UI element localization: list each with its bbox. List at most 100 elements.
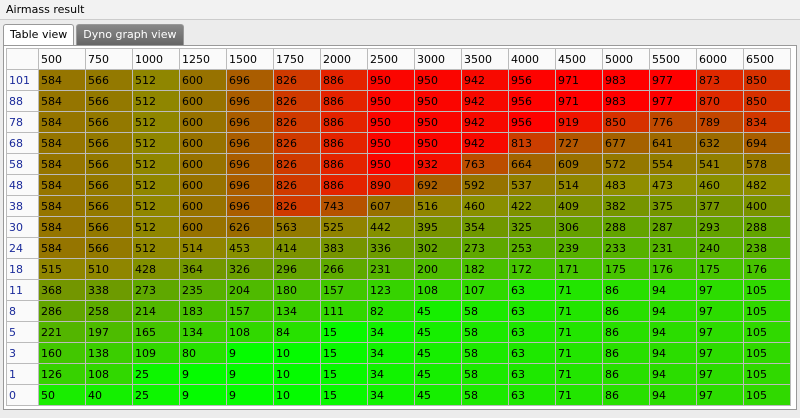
value-cell: 460 [696,174,744,196]
value-cell: 826 [273,153,321,175]
value-cell: 180 [273,279,321,301]
value-cell: 584 [38,69,86,91]
value-cell: 512 [132,69,180,91]
value-cell: 176 [649,258,697,280]
value-cell: 641 [649,132,697,154]
value-cell: 10 [273,342,321,364]
value-cell: 296 [273,258,321,280]
value-cell: 338 [85,279,133,301]
value-cell: 15 [320,363,368,385]
value-cell: 572 [602,153,650,175]
value-cell: 9 [179,384,227,406]
value-cell: 956 [508,69,556,91]
value-cell: 10 [273,384,321,406]
value-cell: 9 [226,363,274,385]
value-cell: 204 [226,279,274,301]
value-cell: 10 [273,363,321,385]
row-header: 24 [6,237,39,259]
value-cell: 286 [38,300,86,322]
table-row: 1 126 108 25 9 9 10 15 34 45 58 63 71 86 94 97 105 [6,363,791,385]
value-cell: 253 [508,237,556,259]
value-cell: 514 [179,237,227,259]
value-cell: 108 [85,363,133,385]
value-cell: 176 [743,258,791,280]
value-cell: 600 [179,195,227,217]
value-cell: 886 [320,132,368,154]
value-cell: 58 [461,321,509,343]
row-header: 38 [6,195,39,217]
corner-cell [6,48,39,70]
value-cell: 942 [461,69,509,91]
value-cell: 86 [602,384,650,406]
value-cell: 375 [649,195,697,217]
value-cell: 600 [179,90,227,112]
value-cell: 566 [85,195,133,217]
value-cell: 826 [273,111,321,133]
value-cell: 293 [696,216,744,238]
value-cell: 395 [414,216,462,238]
row-header: 8 [6,300,39,322]
value-cell: 58 [461,384,509,406]
column-header: 4500 [555,48,603,70]
value-cell: 525 [320,216,368,238]
value-cell: 288 [602,216,650,238]
value-cell: 63 [508,279,556,301]
value-cell: 273 [132,279,180,301]
value-cell: 105 [743,321,791,343]
table-row: 3 160 138 109 80 9 10 15 34 45 58 63 71 86 94 97 105 [6,342,791,364]
row-header: 1 [6,363,39,385]
value-cell: 442 [367,216,415,238]
value-cell: 84 [273,321,321,343]
value-cell: 45 [414,384,462,406]
column-header: 6500 [743,48,791,70]
value-cell: 288 [743,216,791,238]
value-cell: 600 [179,132,227,154]
value-cell: 422 [508,195,556,217]
value-cell: 512 [132,111,180,133]
column-header: 1750 [273,48,321,70]
value-cell: 414 [273,237,321,259]
value-cell: 336 [367,237,415,259]
value-cell: 86 [602,321,650,343]
value-cell: 240 [696,237,744,259]
value-cell: 34 [367,384,415,406]
column-header: 3000 [414,48,462,70]
value-cell: 123 [367,279,415,301]
column-header: 1250 [179,48,227,70]
tab[interactable]: Dyno graph view [76,24,184,45]
value-cell: 94 [649,300,697,322]
tab[interactable]: Table view [3,24,75,45]
value-cell: 34 [367,363,415,385]
value-cell: 221 [38,321,86,343]
value-cell: 942 [461,111,509,133]
value-cell: 86 [602,279,650,301]
value-cell: 886 [320,153,368,175]
value-cell: 632 [696,132,744,154]
value-cell: 239 [555,237,603,259]
row-header: 3 [6,342,39,364]
value-cell: 512 [132,132,180,154]
value-cell: 566 [85,216,133,238]
value-cell: 200 [414,258,462,280]
value-cell: 71 [555,384,603,406]
table-row: 48 584 566 512 600 696 826 886 890 692 592 537 514 48… [6,174,791,196]
value-cell: 776 [649,111,697,133]
value-cell: 541 [696,153,744,175]
value-cell: 9 [226,384,274,406]
value-cell: 138 [85,342,133,364]
header-row: 500 750 1000 1250 1500 1750 2000 2500 3000 3500 40… [6,48,791,70]
value-cell: 25 [132,363,180,385]
value-cell: 696 [226,153,274,175]
value-cell: 763 [461,153,509,175]
value-cell: 482 [743,174,791,196]
value-cell: 400 [743,195,791,217]
value-cell: 15 [320,321,368,343]
window-title: Airmass result [0,0,800,20]
value-cell: 175 [696,258,744,280]
value-cell: 971 [555,69,603,91]
value-cell: 512 [132,153,180,175]
value-cell: 950 [414,90,462,112]
value-cell: 302 [414,237,462,259]
value-cell: 873 [696,69,744,91]
column-header: 1500 [226,48,274,70]
